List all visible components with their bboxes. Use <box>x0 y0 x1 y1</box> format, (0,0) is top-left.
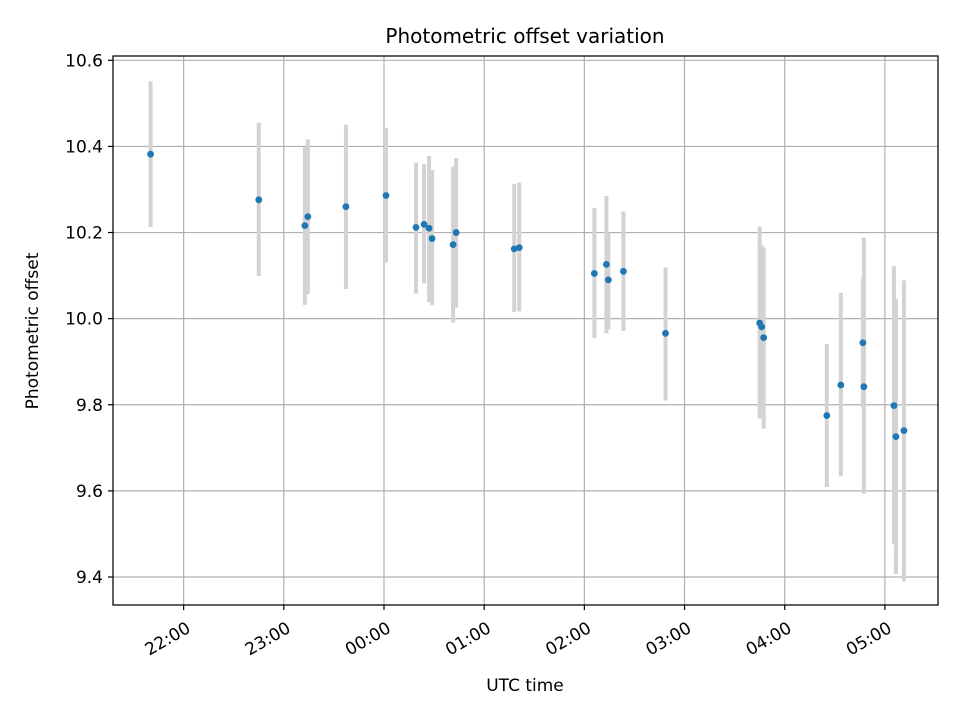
data-point <box>860 383 868 391</box>
data-point <box>428 235 436 242</box>
data-point <box>342 203 350 211</box>
data-point <box>837 381 845 389</box>
data-point <box>890 402 898 410</box>
data-point <box>449 241 457 248</box>
data-point <box>420 220 428 228</box>
y-tick-label: 10.4 <box>65 137 103 157</box>
y-axis-label: Photometric offset <box>23 252 43 409</box>
data-point <box>590 270 598 277</box>
data-point <box>147 150 154 158</box>
y-tick-label: 9.4 <box>76 568 103 588</box>
data-point <box>425 224 433 232</box>
x-axis-label: UTC time <box>486 676 564 696</box>
data-point <box>620 267 627 275</box>
grid-lines <box>113 56 938 605</box>
y-tick-label: 10.6 <box>65 51 103 71</box>
y-tick-label: 9.6 <box>76 482 103 502</box>
data-point <box>602 261 610 268</box>
data-point <box>382 192 390 199</box>
data-point <box>301 222 309 230</box>
data-point <box>758 323 766 331</box>
data-point <box>412 223 420 231</box>
data-point <box>452 229 460 236</box>
y-tick-label: 10.0 <box>65 310 103 330</box>
data-point <box>255 196 263 204</box>
y-tick-label: 9.8 <box>76 396 103 416</box>
data-point <box>304 213 312 221</box>
data-points <box>147 150 908 441</box>
plot-frame <box>112 55 939 606</box>
data-point <box>892 433 900 441</box>
data-point <box>900 427 908 435</box>
chart-title: Photometric offset variation <box>385 24 664 48</box>
data-point <box>760 334 768 342</box>
data-point <box>859 339 867 347</box>
y-tick-label: 10.2 <box>65 224 103 244</box>
data-point <box>662 329 669 337</box>
data-point <box>823 412 831 419</box>
data-point <box>515 244 523 252</box>
data-point <box>605 276 612 284</box>
